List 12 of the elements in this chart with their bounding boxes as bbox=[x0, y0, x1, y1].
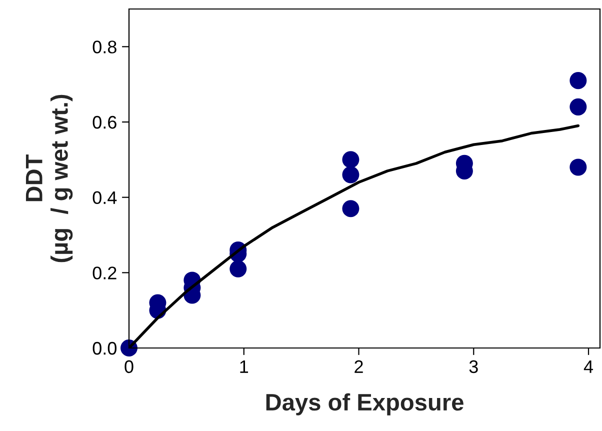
y-tick-label: 0.0 bbox=[92, 342, 116, 355]
y-tick-label: 0.2 bbox=[92, 266, 116, 280]
y-axis-title: DDT (µg / g wet wt.) bbox=[26, 94, 73, 262]
x-tick-label: 1 bbox=[240, 360, 248, 373]
x-axis-title: Days of Exposure bbox=[266, 393, 464, 416]
y-tick-label: 0.8 bbox=[92, 40, 116, 54]
x-tick-label: 2 bbox=[354, 360, 363, 373]
x-tick-label: 3 bbox=[469, 360, 478, 374]
x-tick-label: 4 bbox=[584, 360, 594, 373]
y-tick-label: 0.6 bbox=[92, 116, 116, 129]
y-tick-label: 0.4 bbox=[92, 191, 117, 204]
x-tick-label: 0 bbox=[124, 360, 134, 374]
